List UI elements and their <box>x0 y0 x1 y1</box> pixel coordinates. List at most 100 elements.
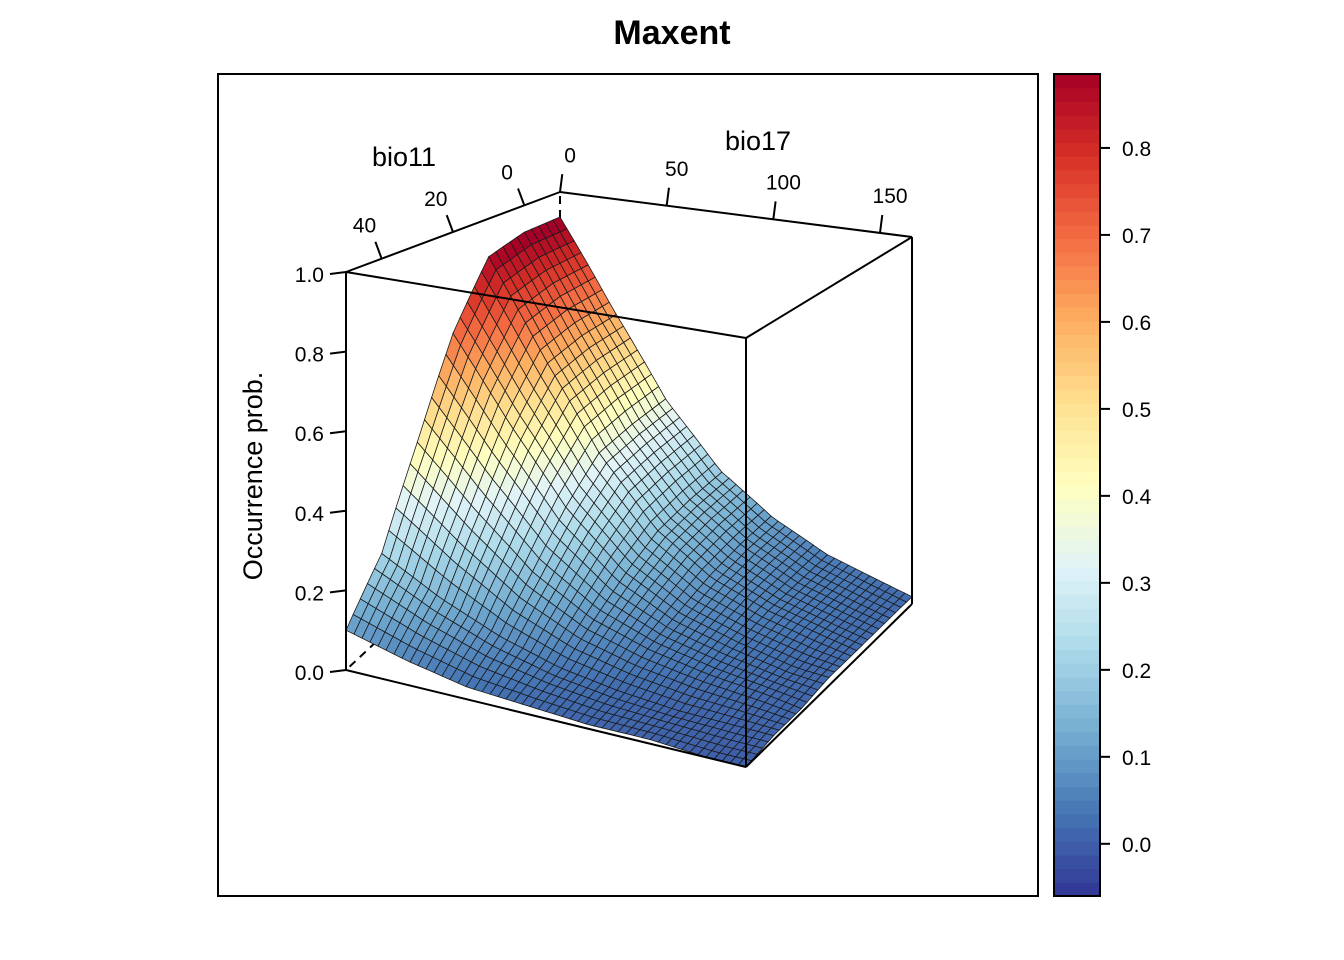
colorbar-swatch <box>1054 594 1100 609</box>
z-tick-mark <box>329 350 347 355</box>
colorbar-swatch <box>1054 361 1100 376</box>
colorbar-tick-label: 0.2 <box>1122 660 1151 683</box>
colorbar-swatch <box>1054 183 1100 198</box>
colorbar-swatch <box>1054 485 1100 500</box>
colorbar-swatch <box>1054 800 1100 815</box>
colorbar-swatch <box>1054 827 1100 842</box>
colorbar-swatch <box>1054 334 1100 349</box>
z-tick-mark <box>329 271 347 275</box>
x-tick-label: 0 <box>501 161 513 184</box>
box-edge-top-front <box>345 271 747 339</box>
colorbar-swatch <box>1054 539 1100 555</box>
colorbar-tick-label: 0.4 <box>1122 486 1152 509</box>
y-tick-label: 0 <box>564 144 576 167</box>
colorbar-tick-label: 0.0 <box>1122 834 1151 857</box>
colorbar-swatch <box>1054 87 1100 102</box>
box-edge-top-back <box>559 191 913 238</box>
colorbar: 0.0 0.1 0.2 0.3 0.4 0.5 0.6 0.7 0.8 <box>1053 73 1152 897</box>
colorbar-swatch <box>1054 211 1100 226</box>
colorbar-swatch <box>1054 759 1100 774</box>
y-tick-label: 50 <box>665 158 688 181</box>
colorbar-swatch <box>1054 224 1100 239</box>
y-tick-mark <box>559 174 564 193</box>
colorbar-swatch <box>1054 169 1100 185</box>
colorbar-swatch <box>1054 622 1100 637</box>
colorbar-tick-label: 0.6 <box>1122 312 1151 335</box>
x-tick-mark <box>517 188 526 206</box>
colorbar-swatch <box>1054 882 1100 897</box>
colorbar-swatch <box>1054 293 1100 308</box>
box-edge-right-bottom <box>745 603 913 768</box>
colorbar-swatch <box>1054 320 1100 335</box>
box-edge-front-bottom <box>345 669 747 768</box>
y-axis-label: bio17 <box>725 126 791 156</box>
colorbar-swatch <box>1054 717 1100 733</box>
colorbar-swatch <box>1054 115 1100 130</box>
colorbar-tick-label: 0.1 <box>1122 747 1151 770</box>
colorbar-swatch <box>1054 238 1100 253</box>
z-tick-label: 0.6 <box>295 423 324 446</box>
colorbar-swatch <box>1054 348 1100 363</box>
colorbar-swatch <box>1054 375 1100 390</box>
y-tick-label: 150 <box>873 185 908 208</box>
x-tick-label: 20 <box>424 188 447 211</box>
colorbar-swatch <box>1054 265 1100 281</box>
z-tick-mark <box>329 589 347 594</box>
colorbar-swatch <box>1054 457 1100 472</box>
colorbar-swatch <box>1054 443 1100 459</box>
colorbar-tick-label: 0.7 <box>1122 225 1151 248</box>
colorbar-swatch <box>1054 74 1100 89</box>
z-tick-mark <box>329 669 347 673</box>
colorbar-swatch <box>1054 745 1100 760</box>
x-axis-label: bio11 <box>372 142 436 172</box>
colorbar-swatch <box>1054 868 1100 883</box>
x-tick-mark <box>445 214 454 233</box>
colorbar-tick-label: 0.5 <box>1122 399 1151 422</box>
colorbar-tick-label: 0.8 <box>1122 138 1151 161</box>
colorbar-swatch <box>1054 841 1100 856</box>
colorbar-swatch <box>1054 649 1100 664</box>
colorbar-swatch <box>1054 772 1100 787</box>
colorbar-swatch <box>1054 786 1100 801</box>
z-tick-mark <box>329 509 347 514</box>
colorbar-swatch <box>1054 416 1100 431</box>
y-tick-mark <box>772 201 777 220</box>
colorbar-swatch <box>1054 663 1100 678</box>
colorbar-swatch <box>1054 676 1100 692</box>
colorbar-swatch <box>1054 128 1100 144</box>
colorbar-swatch <box>1054 498 1100 513</box>
colorbar-swatch <box>1054 430 1100 445</box>
colorbar-swatch <box>1054 402 1100 418</box>
chart-title: Maxent <box>613 14 730 52</box>
colorbar-swatch <box>1054 553 1100 568</box>
plot-panel <box>217 73 1039 897</box>
colorbar-swatch <box>1054 704 1100 719</box>
y-tick-mark <box>879 214 884 234</box>
colorbar-swatch <box>1054 156 1100 171</box>
surface-mesh <box>345 216 913 768</box>
z-tick-label: 0.8 <box>295 344 324 367</box>
colorbar-swatch <box>1054 389 1100 404</box>
z-tick-label: 0.0 <box>295 662 324 685</box>
colorbar-swatch <box>1054 142 1100 157</box>
colorbar-swatch <box>1054 567 1100 582</box>
z-tick-label: 0.4 <box>295 503 325 526</box>
colorbar-swatch <box>1054 635 1100 650</box>
colorbar-frame <box>1053 73 1101 897</box>
colorbar-swatch <box>1054 279 1100 294</box>
colorbar-swatch <box>1054 512 1100 527</box>
colorbar-swatch <box>1054 854 1100 870</box>
x-tick-mark <box>374 241 383 260</box>
y-tick-label: 100 <box>766 172 801 195</box>
colorbar-swatch <box>1054 731 1100 746</box>
colorbar-swatch <box>1054 580 1100 596</box>
box-front-edges <box>345 191 913 768</box>
z-axis-label: Occurrence prob. <box>238 372 268 581</box>
x-tick-label: 40 <box>353 215 376 238</box>
colorbar-swatch <box>1054 306 1100 322</box>
z-tick-label: 1.0 <box>295 264 324 287</box>
z-tick-mark <box>329 430 347 435</box>
axes-group: 0 20 40 0 50 100 150 0.0 0.2 0.4 0.6 0.8 1.0 <box>295 144 908 685</box>
colorbar-swatch <box>1054 471 1100 486</box>
